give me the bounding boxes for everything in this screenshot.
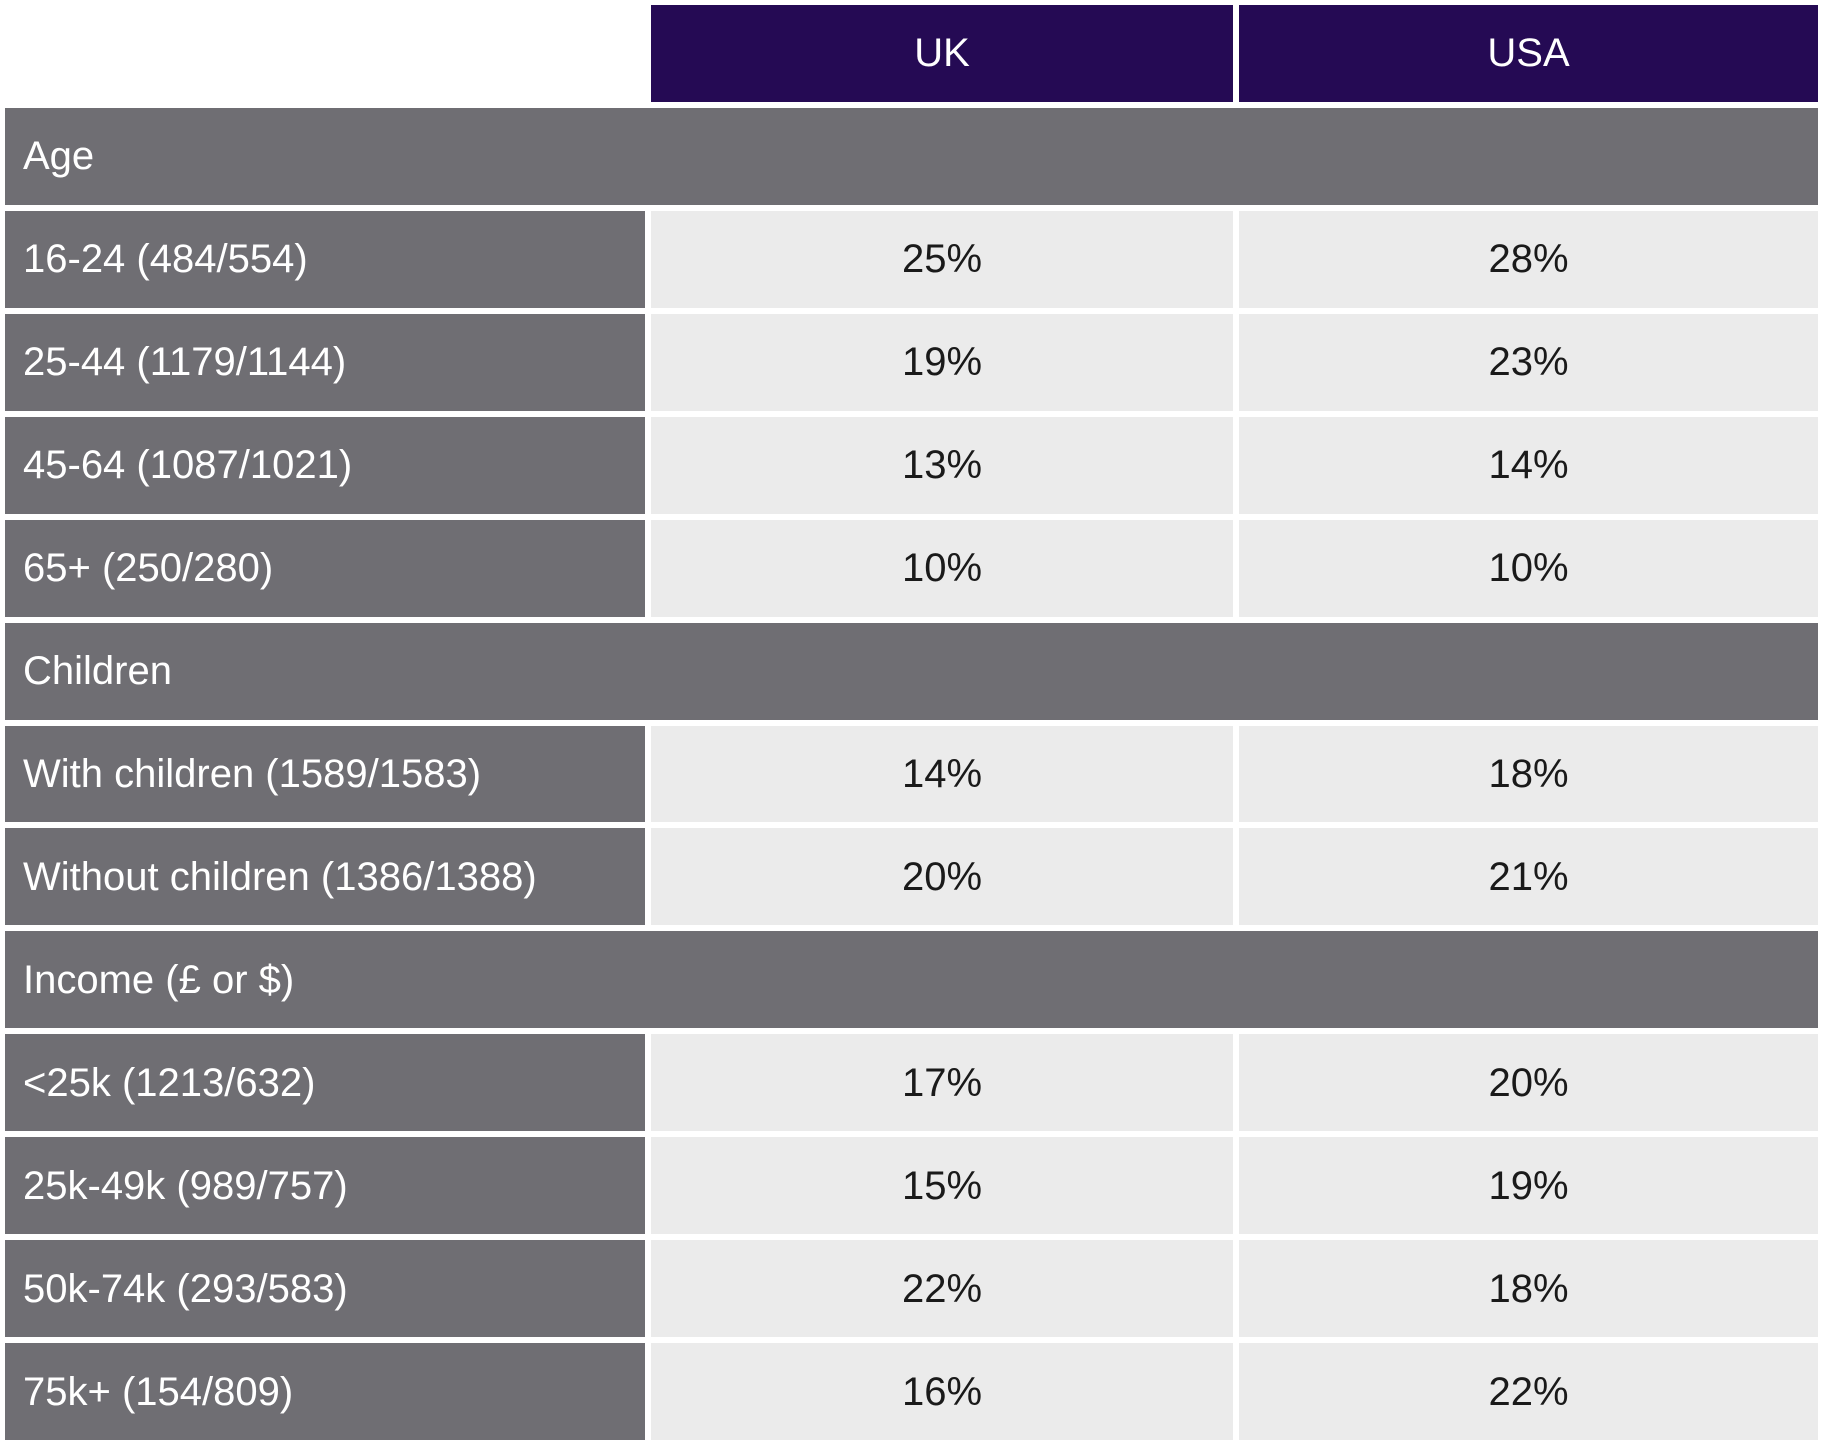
usa-value-under-25k: 20% bbox=[1239, 1034, 1818, 1132]
row-label-under-25k: <25k (1213/632) bbox=[5, 1034, 645, 1132]
usa-value-75k-plus: 22% bbox=[1239, 1343, 1818, 1440]
column-header-usa: USA bbox=[1239, 5, 1818, 102]
usa-value-with-children: 18% bbox=[1239, 725, 1818, 823]
usa-value-without-children: 21% bbox=[1239, 828, 1818, 926]
usa-value-65-plus: 10% bbox=[1239, 519, 1818, 617]
demographics-table: UK USA Age 16-24 (484/554) 25% 28% 25-44… bbox=[5, 5, 1818, 1440]
uk-value-25k-49k: 15% bbox=[651, 1137, 1233, 1235]
uk-value-75k-plus: 16% bbox=[651, 1343, 1233, 1440]
usa-value-16-24: 28% bbox=[1239, 210, 1818, 308]
row-label-25-44: 25-44 (1179/1144) bbox=[5, 313, 645, 411]
uk-value-under-25k: 17% bbox=[651, 1034, 1233, 1132]
usa-value-45-64: 14% bbox=[1239, 416, 1818, 514]
uk-value-45-64: 13% bbox=[651, 416, 1233, 514]
row-label-65-plus: 65+ (250/280) bbox=[5, 519, 645, 617]
uk-value-without-children: 20% bbox=[651, 828, 1233, 926]
section-header-age: Age bbox=[5, 107, 1818, 205]
uk-value-25-44: 19% bbox=[651, 313, 1233, 411]
usa-value-25k-49k: 19% bbox=[1239, 1137, 1818, 1235]
uk-value-with-children: 14% bbox=[651, 725, 1233, 823]
uk-value-50k-74k: 22% bbox=[651, 1240, 1233, 1338]
row-label-25k-49k: 25k-49k (989/757) bbox=[5, 1137, 645, 1235]
row-label-without-children: Without children (1386/1388) bbox=[5, 828, 645, 926]
row-label-45-64: 45-64 (1087/1021) bbox=[5, 416, 645, 514]
usa-value-25-44: 23% bbox=[1239, 313, 1818, 411]
row-label-16-24: 16-24 (484/554) bbox=[5, 210, 645, 308]
row-label-with-children: With children (1589/1583) bbox=[5, 725, 645, 823]
uk-value-65-plus: 10% bbox=[651, 519, 1233, 617]
uk-value-16-24: 25% bbox=[651, 210, 1233, 308]
section-header-income: Income (£ or $) bbox=[5, 931, 1818, 1029]
row-label-75k-plus: 75k+ (154/809) bbox=[5, 1343, 645, 1440]
corner-spacer bbox=[5, 5, 645, 102]
usa-value-50k-74k: 18% bbox=[1239, 1240, 1818, 1338]
section-header-children: Children bbox=[5, 622, 1818, 720]
row-label-50k-74k: 50k-74k (293/583) bbox=[5, 1240, 645, 1338]
column-header-uk: UK bbox=[651, 5, 1233, 102]
